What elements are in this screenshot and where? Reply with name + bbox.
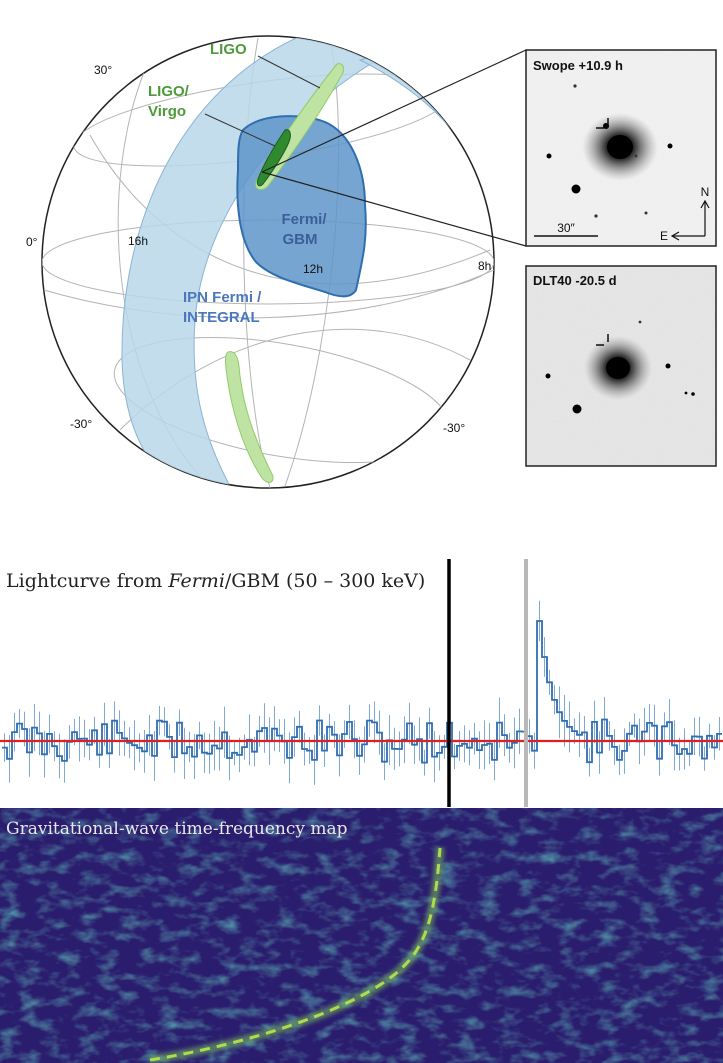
fermi-gbm-lightcurve: Lightcurve from Fermi/GBM (50 – 300 keV) xyxy=(0,559,723,807)
ra-label-16h: 16h xyxy=(128,234,148,248)
lightcurve-title-prefix: Lightcurve from xyxy=(6,570,168,592)
dlt40-inset-title: DLT40 -20.5 d xyxy=(533,273,617,288)
ligo-region-south xyxy=(224,351,274,483)
ligo-virgo-region xyxy=(256,129,291,187)
ligo-label: LIGO xyxy=(210,41,247,58)
sky-localization-map: LIGO LIGO/ Virgo Fermi/ GBM IPN Fermi / … xyxy=(26,35,717,489)
ligo-virgo-leader-line xyxy=(204,113,276,147)
ligo-virgo-label-line1: LIGO/ xyxy=(148,83,190,100)
ligo-leader-line xyxy=(257,55,321,89)
dec-label-0: 0° xyxy=(26,235,38,249)
scale-bar-label: 30″ xyxy=(557,221,575,235)
inset-connector-top xyxy=(261,49,527,173)
gw-map-title: Gravitational-wave time-frequency map xyxy=(6,819,348,839)
lightcurve-error-bars xyxy=(4,600,720,785)
dec-label-neg30-right: -30° xyxy=(443,421,465,435)
ra-label-8h: 8h xyxy=(478,259,491,273)
swope-inset-title: Swope +10.9 h xyxy=(533,58,623,73)
fermi-gbm-label-line1: Fermi/ xyxy=(281,211,327,228)
ligo-virgo-label-line2: Virgo xyxy=(148,103,186,120)
ipn-label-line2: INTEGRAL xyxy=(183,309,260,326)
ra-label-12h: 12h xyxy=(303,262,323,276)
dec-label-30: 30° xyxy=(94,63,112,77)
dec-label-neg30-left: -30° xyxy=(70,417,92,431)
lightcurve-step-line xyxy=(2,620,722,764)
inset-connector-bottom xyxy=(261,171,527,247)
gw-chirp-track-glow xyxy=(149,847,445,1063)
lightcurve-title-italic: Fermi xyxy=(167,570,225,592)
compass-north-label: N xyxy=(701,185,710,199)
fermi-gbm-label-line2: GBM xyxy=(283,231,318,248)
gw-map-noise xyxy=(0,808,723,1063)
lightcurve-title-suffix: /GBM (50 – 300 keV) xyxy=(225,570,425,592)
lightcurve-title: Lightcurve from Fermi/GBM (50 – 300 keV) xyxy=(6,570,425,592)
dlt40-inset: DLT40 -20.5 d xyxy=(525,265,717,467)
compass-east-label: E xyxy=(660,229,668,243)
gw-time-frequency-map: Gravitational-wave time-frequency map xyxy=(0,808,723,1063)
ipn-label-line1: IPN Fermi / xyxy=(183,289,262,306)
swope-inset: Swope +10.9 h 30″ N E xyxy=(525,49,717,247)
